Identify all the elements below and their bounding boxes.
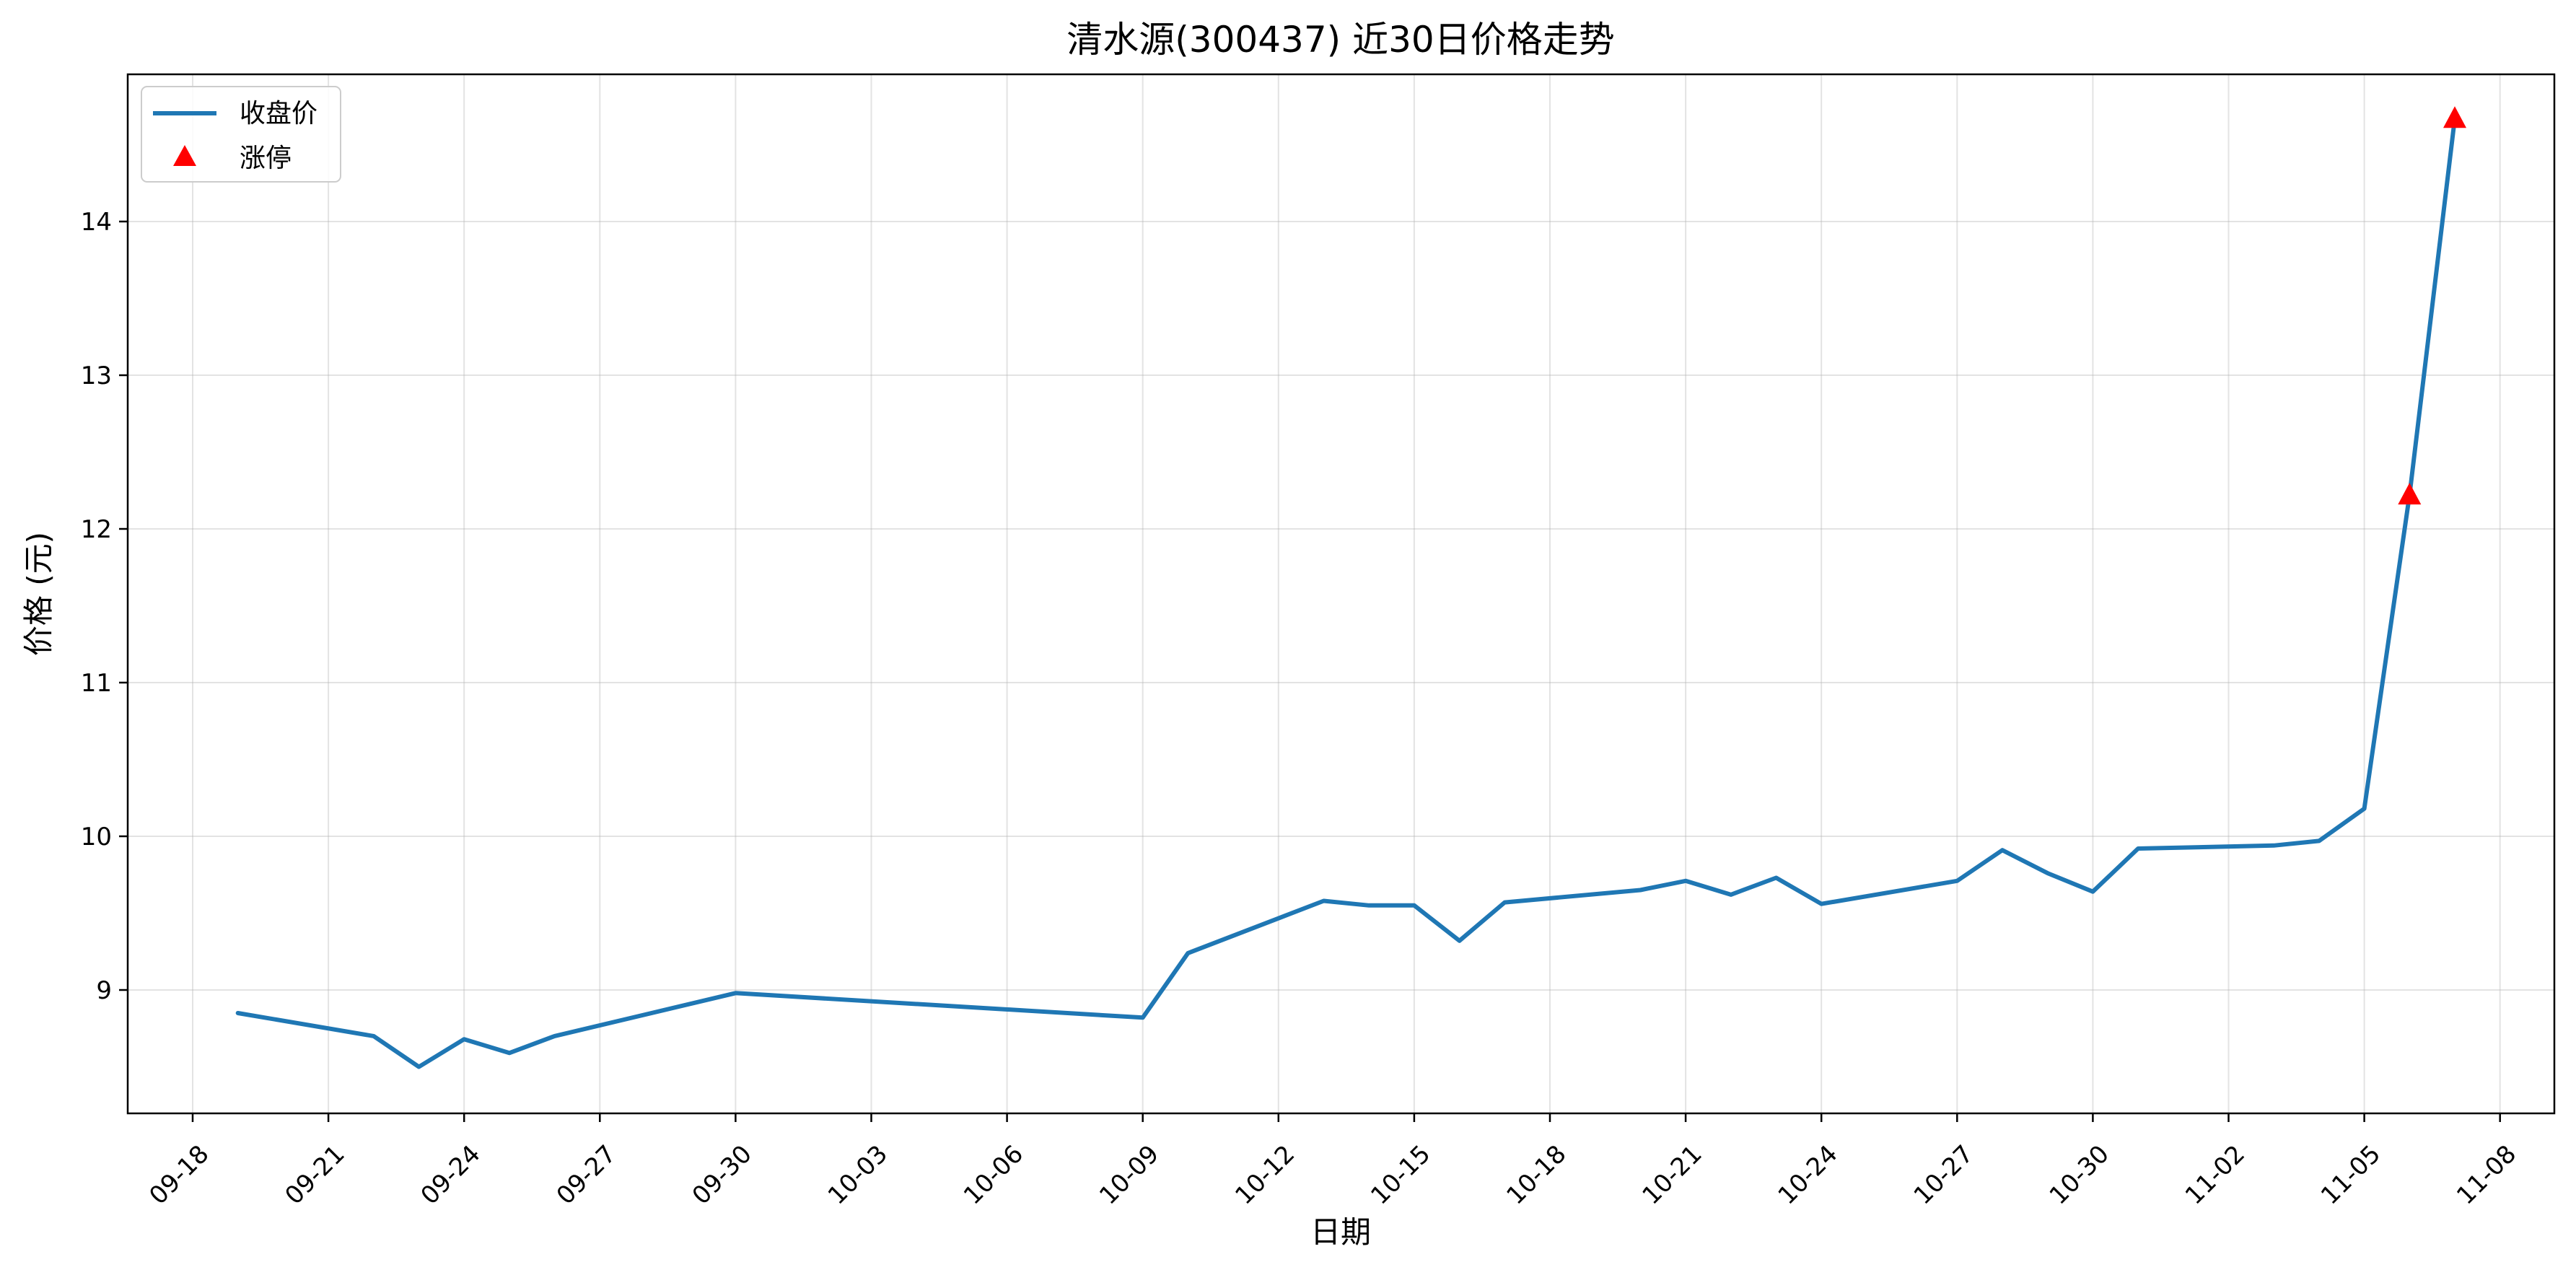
y-tick-label: 10 (81, 823, 112, 851)
grid-lines (128, 74, 2554, 1113)
close-price-line (235, 116, 2457, 1069)
y-tick-label: 11 (81, 669, 112, 698)
legend-label-close-price: 收盘价 (240, 99, 317, 128)
x-axis-label: 日期 (1310, 1214, 1371, 1250)
limit-up-marker (2443, 106, 2466, 128)
y-axis-label: 价格 (元) (21, 532, 56, 656)
y-tick-label: 12 (81, 515, 112, 544)
limit-up-marker (2398, 483, 2422, 505)
legend-triangle-swatch (173, 145, 196, 166)
y-tick-label: 13 (81, 362, 112, 390)
legend-label-limit-up: 涨停 (240, 144, 292, 173)
plot-frame (126, 73, 2556, 1115)
series-layer (235, 106, 2466, 1069)
y-tick-label: 14 (81, 208, 112, 237)
legend: 收盘价 涨停 (141, 86, 341, 183)
y-tick-label: 9 (96, 976, 112, 1005)
chart-title: 清水源(300437) 近30日价格走势 (1066, 19, 1614, 61)
